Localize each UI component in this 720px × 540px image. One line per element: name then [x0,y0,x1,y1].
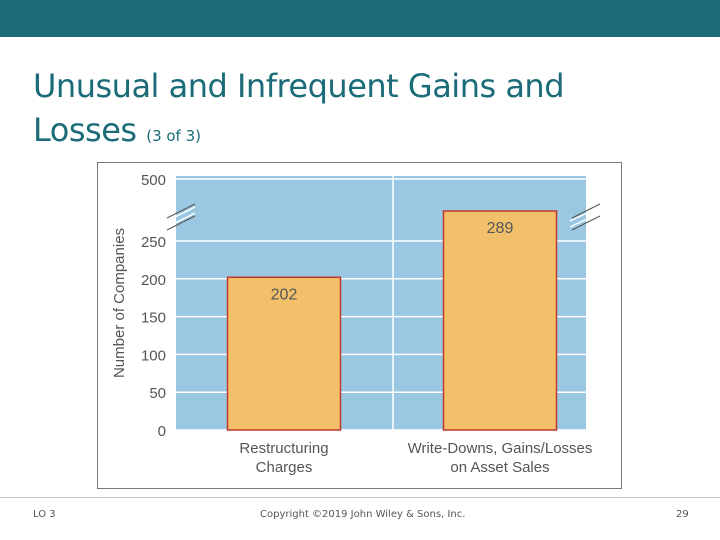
axis-break-mark [166,206,196,222]
slide-title-sub: (3 of 3) [146,127,202,145]
chart-svg: 0 50 100 150 200 250 500 Number of Companies 202… [97,162,622,489]
axis-break-mark [569,206,601,222]
slide-title-main: Unusual and Infrequent Gains and Losses [33,67,565,149]
top-band [0,0,720,37]
footer-divider [0,497,720,498]
axis-break-mark [166,215,196,231]
footer-learning-objective: LO 3 [33,509,56,520]
footer-copyright: Copyright ©2019 John Wiley & Sons, Inc. [260,509,466,520]
y-tick-label: 150 [141,310,166,327]
bar-chart: 0 50 100 150 200 250 500 Number of Companies 202… [97,162,622,489]
footer-page-number: 29 [676,509,689,520]
bar [442,210,558,431]
axis-break-mark [571,203,601,219]
bar-value-label: 289 [487,220,514,237]
y-tick-label: 250 [141,234,166,251]
y-axis-title: Number of Companies [111,228,128,378]
y-tick-label: 100 [141,347,166,364]
axis-break-mark [571,215,601,231]
y-tick-label: 500 [141,172,166,189]
x-category-label: on Asset Sales [450,459,549,476]
axis-break-mark [569,212,601,228]
x-category-label: Charges [256,459,313,476]
axis-break-mark [166,212,196,228]
bar [226,276,342,431]
x-category-label: Write-Downs, Gains/Losses [408,440,593,457]
slide-title: Unusual and Infrequent Gains and Losses … [33,64,673,158]
y-tick-label: 200 [141,272,166,289]
axis-break-mark [166,203,196,219]
y-tick-label: 0 [158,423,166,440]
bar-value-label: 202 [271,286,298,303]
y-tick-label: 50 [149,385,166,402]
x-category-label: Restructuring [239,440,328,457]
